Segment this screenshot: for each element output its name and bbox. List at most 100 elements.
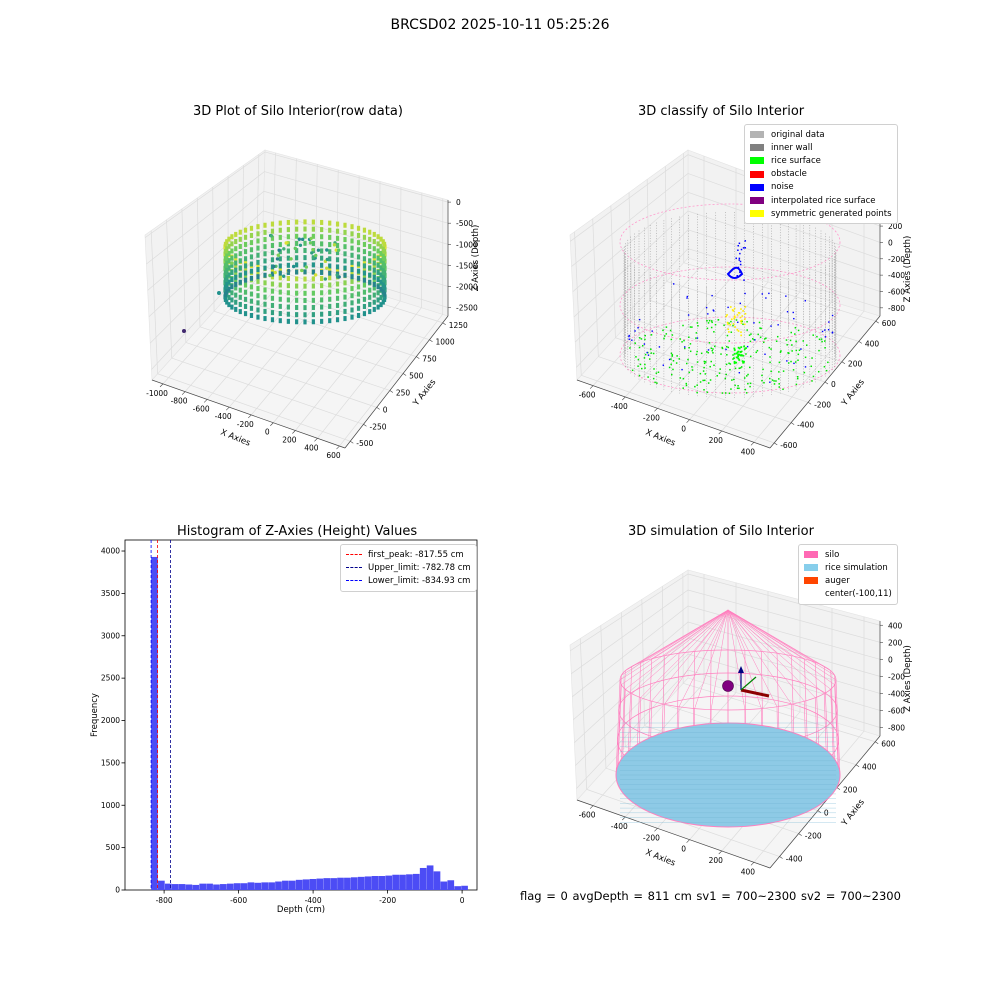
histogram-y-tick-label: 4000 <box>101 547 120 556</box>
panel4-x-tick-label: 200 <box>709 856 724 865</box>
legend-entry: rice surface <box>750 154 892 167</box>
histogram-bar <box>247 882 255 890</box>
legend-label: inner wall <box>771 142 813 153</box>
histogram-bar <box>350 877 358 890</box>
panel1-x-tick-label: 400 <box>304 443 319 452</box>
panel1-title: 3D Plot of Silo Interior(row data) <box>193 104 403 119</box>
legend-swatch <box>750 144 764 152</box>
histogram-x-tick-label: 0 <box>460 896 465 905</box>
legend-label: Lower_limit: -834.93 cm <box>368 575 471 586</box>
histogram-y-tick-label: 3000 <box>101 631 120 640</box>
panel1-y-tick-label: -500 <box>356 439 373 448</box>
legend-swatch <box>750 210 764 218</box>
histogram-bar <box>275 881 282 890</box>
panel2-y-tick-label: 400 <box>865 339 880 348</box>
histogram-bar <box>151 556 158 890</box>
histogram-bar <box>220 884 227 890</box>
panel1-x-tick-label: -400 <box>215 412 232 421</box>
panel1-z-tick-label: -2500 <box>456 304 478 313</box>
histogram-y-tick-label: 1000 <box>101 801 120 810</box>
legend-swatch <box>804 577 818 585</box>
panel4-z-tick-label: -800 <box>888 723 905 732</box>
histogram-legend: first_peak: -817.55 cm Upper_limit: -782.… <box>340 544 477 592</box>
panel1-x-tick-label: 600 <box>326 451 341 460</box>
legend-label: interpolated rice surface <box>771 195 876 206</box>
legend-line <box>346 567 362 569</box>
panel4-z-tick-label: 0 <box>888 655 893 664</box>
panel4-x-tick-label: -600 <box>579 811 596 820</box>
panel4-x-tick-label: -200 <box>643 833 660 842</box>
panel4-x-axis-label: X Axies <box>644 848 677 869</box>
histogram-bar <box>337 877 344 890</box>
panel3-axes: -800 -600 -400 -200 0 0 500 1000 1500 2000 2500 300… <box>90 539 478 915</box>
legend-label: auger <box>825 575 850 586</box>
panel1-y-axis-label: Y Axies <box>411 377 439 409</box>
histogram-x-tick-label: -200 <box>379 896 396 905</box>
panel4-y-tick-label: 400 <box>862 763 877 772</box>
histogram-bar <box>378 876 386 890</box>
panel1-x-tick-label: 0 <box>265 428 270 437</box>
panel2-y-tick-label: -200 <box>814 400 831 409</box>
panel2-x-tick-label: -200 <box>643 413 660 422</box>
histogram-bar <box>192 884 200 890</box>
legend-entry: first_peak: -817.55 cm <box>346 548 471 561</box>
histogram-bar <box>412 873 420 890</box>
panel2-title: 3D classify of Silo Interior <box>638 104 805 119</box>
histogram-bar <box>261 882 269 890</box>
panel2-y-tick-label: 0 <box>831 380 836 389</box>
histogram-bar <box>206 883 213 890</box>
panel4-z-tick-label: 400 <box>888 621 903 630</box>
simulation-shapes <box>615 609 841 828</box>
legend-label: original data <box>771 129 825 140</box>
legend-label: center(-100,11) <box>825 589 892 600</box>
legend-label: symmetric generated points <box>771 208 892 219</box>
classify-points <box>619 203 841 398</box>
histogram-bar <box>330 878 337 890</box>
panel4-z-tick-label: -200 <box>888 672 905 681</box>
histogram-bar <box>288 880 296 890</box>
histogram-x-tick-label: -800 <box>156 896 173 905</box>
histogram-bar <box>199 883 207 890</box>
histogram-bar <box>158 880 165 890</box>
histogram-y-axis-label: Frequency <box>90 693 100 737</box>
panel1-x-tick-label: -600 <box>193 404 210 413</box>
histogram-bar <box>461 885 468 890</box>
panel4-z-axis-label: Z Axies (Depth) <box>903 645 913 712</box>
panel2-x-tick-label: 0 <box>681 425 686 434</box>
panel4-z-tick-label: -600 <box>888 706 905 715</box>
panel4-y-tick-label: 600 <box>881 740 896 749</box>
panel1-y-tick-label: 750 <box>422 355 437 364</box>
panel1-x-axis-label: X Axies <box>219 428 252 449</box>
panel2-x-tick-label: -600 <box>579 391 596 400</box>
silo-ring <box>619 649 837 711</box>
legend-swatch <box>750 157 764 165</box>
legend-swatch <box>804 591 818 598</box>
panel2-z-tick-label: -800 <box>888 304 905 313</box>
legend-entry: original data <box>750 128 892 141</box>
histogram-x-tick-label: -400 <box>305 896 322 905</box>
simulation-legend: silo rice simulation auger center(-100,11) <box>798 544 898 605</box>
panel3-title: Histogram of Z-Axies (Height) Values <box>177 524 418 539</box>
legend-entry: Lower_limit: -834.93 cm <box>346 574 471 587</box>
legend-label: first_peak: -817.55 cm <box>368 549 464 560</box>
histogram-y-tick-label: 0 <box>115 886 120 895</box>
histogram-bar <box>447 880 455 890</box>
histogram-bar <box>399 874 406 890</box>
status-footer: flag = 0 avgDepth = 811 cm sv1 = 700~230… <box>520 889 901 903</box>
figure-suptitle: BRCSD02 2025-10-11 05:25:26 <box>390 17 610 33</box>
histogram-bar <box>226 883 234 890</box>
histogram-y-tick-label: 2500 <box>101 674 120 683</box>
histogram-bar <box>302 879 310 890</box>
panel2-x-tick-label: 400 <box>741 447 756 456</box>
panel2-z-tick-label: 0 <box>888 238 893 247</box>
legend-entry: symmetric generated points <box>750 207 892 220</box>
panel1-y-tick-label: 1000 <box>436 338 455 347</box>
panel4-z-tick-label: -400 <box>888 689 905 698</box>
panel1-z-axis-label: Z Axies (Depth) <box>471 225 481 292</box>
legend-line <box>346 580 362 582</box>
histogram-bar <box>316 878 324 890</box>
histogram-bar <box>164 883 172 890</box>
histogram-frame <box>124 539 478 891</box>
raw-data-points <box>182 219 387 333</box>
histogram-bar <box>440 881 448 890</box>
